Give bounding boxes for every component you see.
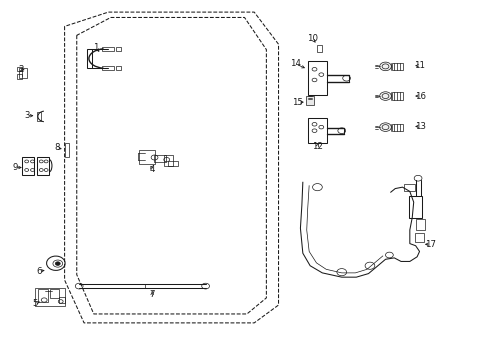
Bar (37, 157, 49, 175)
Bar (64, 143, 69, 157)
Bar (38, 289, 47, 302)
Text: 17: 17 (425, 240, 435, 249)
Circle shape (379, 62, 390, 71)
Text: 7: 7 (149, 290, 155, 299)
Bar (415, 219, 425, 230)
Bar (307, 61, 326, 95)
Bar (305, 96, 313, 105)
Bar (37, 112, 41, 121)
Circle shape (55, 262, 60, 265)
Bar (22, 157, 34, 175)
Text: 2: 2 (18, 65, 23, 74)
Bar (139, 150, 155, 163)
Text: 9: 9 (12, 163, 18, 172)
Bar (102, 66, 114, 70)
Text: 15: 15 (292, 98, 303, 107)
Text: 10: 10 (306, 35, 317, 44)
Text: 4: 4 (149, 165, 155, 174)
Bar (154, 155, 166, 162)
Bar (116, 47, 120, 51)
Text: 1: 1 (93, 43, 99, 52)
Bar (20, 68, 27, 78)
Text: 3: 3 (24, 111, 30, 120)
Text: 13: 13 (414, 122, 425, 131)
Circle shape (379, 123, 390, 131)
Bar (317, 45, 322, 52)
Text: 6: 6 (37, 267, 42, 276)
Bar (391, 63, 402, 70)
Text: 5: 5 (33, 299, 38, 308)
Bar (18, 67, 22, 71)
Bar (404, 184, 414, 191)
Bar (307, 118, 326, 143)
Text: 8: 8 (55, 143, 60, 152)
Bar (87, 49, 92, 68)
Bar (391, 93, 402, 100)
Bar (18, 74, 22, 78)
Text: 16: 16 (414, 91, 425, 100)
Bar (168, 161, 178, 166)
Circle shape (379, 92, 390, 100)
Bar (414, 233, 423, 242)
Text: 11: 11 (413, 61, 424, 70)
Bar (163, 155, 172, 166)
Bar (102, 47, 114, 51)
Bar (35, 288, 64, 306)
Bar (391, 123, 402, 131)
Bar (50, 289, 59, 298)
Bar (116, 66, 120, 70)
Text: 12: 12 (311, 141, 322, 150)
Bar (408, 196, 422, 217)
Bar (59, 297, 65, 303)
Text: 14: 14 (289, 59, 301, 68)
